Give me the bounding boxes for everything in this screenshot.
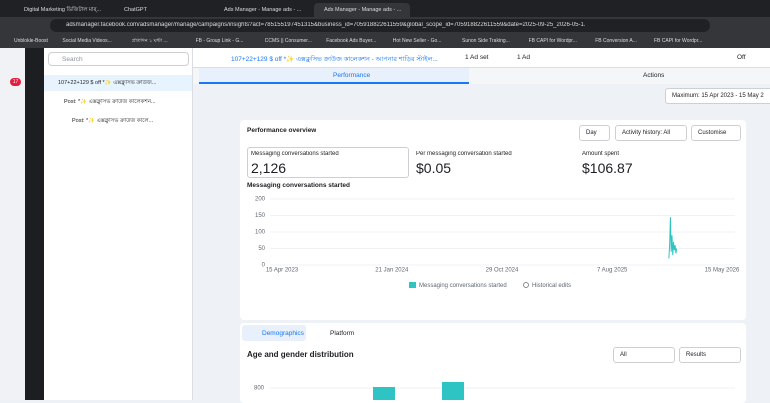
- active-tab: [242, 325, 306, 341]
- ad-link[interactable]: 1 Ad: [517, 54, 531, 61]
- tab[interactable]: Platform: [330, 330, 355, 337]
- select[interactable]: Results: [679, 347, 741, 363]
- btn[interactable]: Customise: [691, 125, 741, 141]
- browser-tab[interactable]: Ads Manager - Manage ads - ...: [224, 7, 302, 13]
- bookmark[interactable]: Sunon Side Traking...: [462, 38, 510, 44]
- card-title: Performance overview: [247, 127, 317, 134]
- url: adsmanager.facebook.com/adsmanager/manag…: [66, 22, 586, 28]
- card-title: Age and gender distribution: [247, 350, 354, 359]
- tree-item[interactable]: Post: *✨ এক্সক্লুসিভ ক্রাউজ কালে...: [72, 118, 154, 124]
- breadcrumb[interactable]: 107+22+129 $ off *✨ এক্সক্লুসিভ ক্রাউজ ক…: [231, 56, 438, 63]
- select[interactable]: All: [613, 347, 675, 363]
- browser-tab[interactable]: ChatGPT: [124, 7, 147, 13]
- bookmark[interactable]: FB CAPI for Wordpr...: [654, 38, 703, 44]
- search-box[interactable]: [48, 52, 189, 66]
- overview-card: Performance overview Day Activity histor…: [240, 120, 746, 320]
- adset-link[interactable]: 1 Ad set: [465, 54, 489, 61]
- metric-value: $0.05: [416, 160, 452, 176]
- metric-value: $106.87: [582, 160, 633, 176]
- bookmark[interactable]: FB CAPI for Wordpr...: [528, 38, 577, 44]
- bookmark[interactable]: Facebook Ads Buyer...: [326, 38, 377, 44]
- top-bar: 107+22+129 $ off *✨ এক্সক্লুসিভ ক্রাউজ ক…: [193, 48, 770, 68]
- bookmark[interactable]: FB Conversion A...: [595, 38, 637, 44]
- status[interactable]: Off: [737, 54, 746, 61]
- metric-label: Messaging conversations started: [251, 151, 339, 157]
- tree-panel: Search 107+22+129 $ off *✨ এক্সক্লুসিভ ক…: [44, 48, 193, 400]
- tabs: Digital Marketing ডিজিটাল মার্... ChatGPT…: [14, 0, 434, 17]
- bookmark[interactable]: Hot New Seller - Go...: [392, 38, 442, 44]
- bookmark[interactable]: প্রতিদিন ১ ঘন্টা ...: [131, 38, 168, 44]
- address-field[interactable]: [50, 19, 710, 32]
- search: Search: [62, 56, 83, 63]
- tree-selected: [44, 75, 192, 91]
- date-range[interactable]: Maximum: 15 Apr 2023 - 15 May 2: [665, 88, 770, 104]
- metric-label: Amount spent: [582, 151, 620, 157]
- bookmarks-bar: Unblokle-Boost Social Media Videos... প্রত…: [0, 34, 770, 48]
- btn[interactable]: Activity history: All: [615, 125, 687, 141]
- tree-item[interactable]: Post: *✨ এক্সক্লুসিভ ক্রাউজ কালেকশন...: [64, 99, 156, 105]
- bookmark[interactable]: Social Media Videos...: [62, 38, 112, 44]
- tree-item[interactable]: 107+22+129 $ off *✨ এক্সক্লুসিভ ক্রাউজ..…: [58, 80, 157, 86]
- metric-value: 2,126: [251, 160, 287, 176]
- btn[interactable]: Day: [579, 125, 610, 141]
- tab[interactable]: Performance: [333, 72, 371, 79]
- bookmark[interactable]: CCMS || Consumer...: [264, 38, 312, 44]
- metric-label: Per messaging conversation started: [416, 151, 512, 157]
- tab[interactable]: Demographics: [262, 330, 304, 337]
- metric-box: [247, 147, 409, 178]
- tab[interactable]: Actions: [643, 72, 665, 79]
- chart-title: Messaging conversations started: [247, 182, 350, 189]
- browser-tab[interactable]: Digital Marketing ডিজিটাল মার্...: [24, 7, 102, 13]
- left-rail: 17: [0, 48, 25, 400]
- browser-tab[interactable]: Ads Manager - Manage ads - ...: [314, 3, 410, 17]
- dark-column: [25, 48, 44, 400]
- view-tabs: Performance Actions: [193, 68, 770, 84]
- active-tab: [199, 68, 469, 84]
- demographics-card: Demographics Platform Age and gender dis…: [240, 323, 746, 403]
- address-bar: adsmanager.facebook.com/adsmanager/manag…: [0, 17, 770, 34]
- bookmark[interactable]: Unblokle-Boost: [14, 38, 48, 44]
- badge: 17: [10, 78, 21, 86]
- bookmark[interactable]: FB - Group Link - G...: [195, 38, 244, 44]
